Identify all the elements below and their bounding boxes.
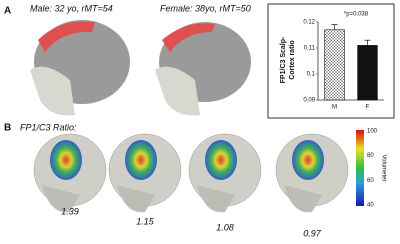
jaw bbox=[284, 185, 322, 213]
activation-map bbox=[50, 140, 82, 180]
activation-map bbox=[292, 140, 324, 180]
activation-map bbox=[205, 140, 237, 180]
colorbar-tick: 80 bbox=[367, 153, 374, 159]
colorbar-tick: 100 bbox=[367, 129, 378, 135]
panel-a: A Male: 32 yo, rMT=54 Female: 38yo, rMT=… bbox=[4, 3, 251, 116]
jaw bbox=[42, 185, 80, 213]
annotation: *p=0.038 bbox=[344, 12, 369, 18]
colorbar-tick: 40 bbox=[367, 203, 374, 209]
y-tick-label: 0.12 bbox=[303, 20, 315, 26]
caption: Female: 38yo, rMT=50 bbox=[160, 3, 251, 13]
ratio-label: 1.15 bbox=[136, 216, 155, 226]
y-tick-label: 0.11 bbox=[304, 46, 316, 52]
y-tick-label: 0.1 bbox=[307, 72, 316, 78]
scalp-region bbox=[38, 21, 95, 52]
caption: FP1/C3 Ratio: bbox=[20, 122, 77, 132]
colorbar-tick: 60 bbox=[367, 178, 374, 184]
ratio-label: 1.39 bbox=[61, 206, 79, 216]
skull bbox=[30, 66, 75, 116]
x-tick-label: M bbox=[332, 105, 337, 111]
y-axis-label: FP1/C3 Scalp- Cortex ratio bbox=[280, 36, 296, 83]
x-tick-label: F bbox=[366, 105, 370, 111]
bar bbox=[357, 45, 378, 101]
y-tick-label: 0.09 bbox=[303, 98, 315, 104]
activation-map bbox=[125, 140, 157, 180]
panel-label: A bbox=[4, 6, 11, 17]
colorbar bbox=[356, 130, 364, 206]
skull bbox=[155, 66, 200, 116]
jaw bbox=[197, 185, 235, 213]
heads: 1.39 1.15 1.08 0.97 bbox=[33, 133, 349, 238]
scalp-region bbox=[162, 23, 215, 52]
colorbar-label: Volumeter bbox=[380, 154, 386, 181]
jaw bbox=[117, 185, 155, 213]
panel-b: B FP1/C3 Ratio: bbox=[4, 122, 77, 133]
ratio-label: 0.97 bbox=[303, 228, 322, 238]
bar bbox=[324, 29, 345, 101]
caption: Male: 32 yo, rMT=54 bbox=[30, 3, 113, 13]
panel-label: B bbox=[4, 123, 11, 134]
bar-chart: 0.09 0.1 0.11 0.12 FP1/C3 Scalp- Cortex ratio… bbox=[267, 3, 395, 119]
ratio-label: 1.08 bbox=[216, 222, 234, 232]
